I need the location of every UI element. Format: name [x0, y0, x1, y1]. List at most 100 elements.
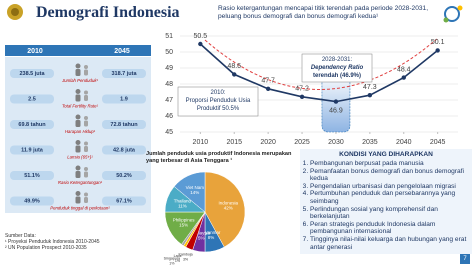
- value-2010: 11.9 juta: [21, 147, 44, 153]
- x-tick-label: 2045: [430, 139, 446, 146]
- icon: [84, 167, 88, 171]
- value-2045: 72.8 tahun: [110, 122, 138, 128]
- y-tick-label: 47: [165, 97, 173, 104]
- data-label: 46.9: [329, 107, 343, 114]
- trend-arrow: [204, 37, 439, 90]
- data-label: 47.2: [295, 86, 309, 93]
- source-line: Sumber Data:: [5, 233, 36, 239]
- slice-value-label: 15%: [179, 223, 188, 228]
- icon: [75, 165, 81, 171]
- value-pill: [102, 69, 146, 78]
- value-pill: [10, 69, 54, 78]
- infographic-year: 2045: [114, 48, 130, 55]
- icon: [84, 197, 88, 203]
- icon: [84, 116, 88, 120]
- icon: [84, 120, 88, 127]
- value-pill: [10, 196, 54, 206]
- expected-item: Peran strategis penduduk Indonesia dalam…: [310, 221, 472, 236]
- expected-conditions: KONDISI YANG DIHARAPKAN Pembangunan berp…: [300, 151, 472, 251]
- point: [265, 86, 271, 92]
- point: [333, 99, 339, 104]
- expected-item: Tingginya nilai-nilai keluarga dan hubun…: [310, 236, 472, 251]
- line: [199, 43, 439, 103]
- data-label: 48.6: [227, 63, 241, 70]
- expected-item: Pemanfaatan bonus demografi dan bonus de…: [310, 168, 472, 183]
- icon: [75, 94, 81, 102]
- value-pill: [102, 145, 146, 155]
- indicator-label: Penduduk tinggal di perkotaan²: [50, 206, 110, 211]
- value-2010: 238.5 juta: [19, 71, 45, 77]
- icon: [84, 141, 88, 146]
- icon: [84, 146, 88, 152]
- annotation-text: 2010:: [210, 90, 225, 96]
- expected-list: Pembangunan berpusat pada manusiaPemanfa…: [300, 160, 472, 251]
- slice-name: Philippines: [173, 218, 196, 223]
- icon: [84, 95, 88, 101]
- icon: [84, 90, 88, 95]
- slice-name: Indonesia: [218, 201, 238, 206]
- slice-name: Laos: [174, 254, 182, 258]
- annotation-text: terendah (46.9%): [313, 73, 361, 79]
- y-tick-label: 46: [165, 113, 173, 120]
- data-label: 50.1: [431, 39, 445, 46]
- value-2045: 50.2%: [116, 173, 132, 179]
- x-tick-label: 2040: [396, 139, 412, 146]
- x-tick-label: 2015: [226, 139, 242, 146]
- icon: [75, 140, 81, 145]
- point: [401, 75, 406, 80]
- slice-name: Viet Nam: [186, 185, 205, 190]
- line-chart-title: Rasio ketergantungan mencapai titik tere…: [218, 5, 429, 20]
- slice-name: Malaysia: [192, 230, 210, 235]
- y-tick-label: 48: [165, 81, 173, 88]
- annotation-text: Produktif 50.5%: [197, 106, 240, 112]
- value-2045: 67.1%: [116, 198, 132, 204]
- value-pill: [102, 94, 146, 104]
- point: [299, 94, 305, 100]
- icon: [75, 196, 81, 204]
- annotation-text: 2028-2031:: [322, 57, 353, 63]
- icon: [75, 69, 81, 76]
- slice-value-label: 1%: [175, 259, 181, 263]
- infographic-header-bar: [5, 45, 151, 56]
- slice-value-label: 42%: [224, 206, 233, 211]
- source-line: ² UN Population Prospect 2010-2035: [5, 245, 87, 251]
- point: [367, 93, 373, 98]
- x-tick-label: 2025: [294, 139, 310, 146]
- expected-panel: [300, 149, 472, 254]
- data-label: 50.5: [194, 33, 208, 40]
- data-label: 47.3: [363, 84, 377, 91]
- indicator-label: Total Fertility Rate¹: [62, 104, 98, 109]
- x-tick-label: 2035: [362, 139, 378, 146]
- expected-item: Perlindungan sosial yang komprehensif da…: [310, 206, 472, 221]
- y-tick-label: 45: [165, 129, 173, 136]
- x-tick-label: 2030: [328, 139, 344, 146]
- slice-value-label: 1%: [169, 261, 175, 265]
- slide-title: Demografi Indonesia: [36, 4, 180, 21]
- pie-chart-title: Jumlah penduduk usia produktif Indonesia…: [146, 151, 292, 164]
- value-2045: 1.9: [120, 96, 128, 102]
- slice-value-label: 14%: [190, 190, 199, 195]
- icon: [84, 192, 88, 197]
- expected-item: Pembangunan berpusat pada manusia: [310, 160, 472, 168]
- pie-slice: [173, 171, 206, 213]
- annotation-text: Proporsi Penduduk Usia: [186, 98, 251, 104]
- icon: [75, 171, 81, 178]
- value-2045: 318.7 juta: [111, 71, 137, 77]
- infographic-year: 2010: [27, 48, 43, 55]
- slice-name: Thailand: [174, 199, 192, 204]
- annotation-box: [177, 86, 259, 117]
- icon: [75, 63, 81, 69]
- indicator-label: Jumlah Penduduk¹: [61, 78, 98, 83]
- logo-right: [443, 5, 463, 23]
- icon: [84, 69, 88, 76]
- icon: [84, 65, 88, 69]
- sources: Sumber Data: ¹ Proyeksi Penduduk Indonesi…: [5, 233, 100, 251]
- logo-left: [7, 4, 23, 20]
- value-pill: [102, 196, 146, 206]
- indicator-label: Lansia (65+)¹: [67, 155, 93, 160]
- data-label: 47.7: [261, 78, 275, 85]
- y-tick-label: 50: [165, 49, 173, 56]
- slice-name: Myanmar: [202, 230, 221, 235]
